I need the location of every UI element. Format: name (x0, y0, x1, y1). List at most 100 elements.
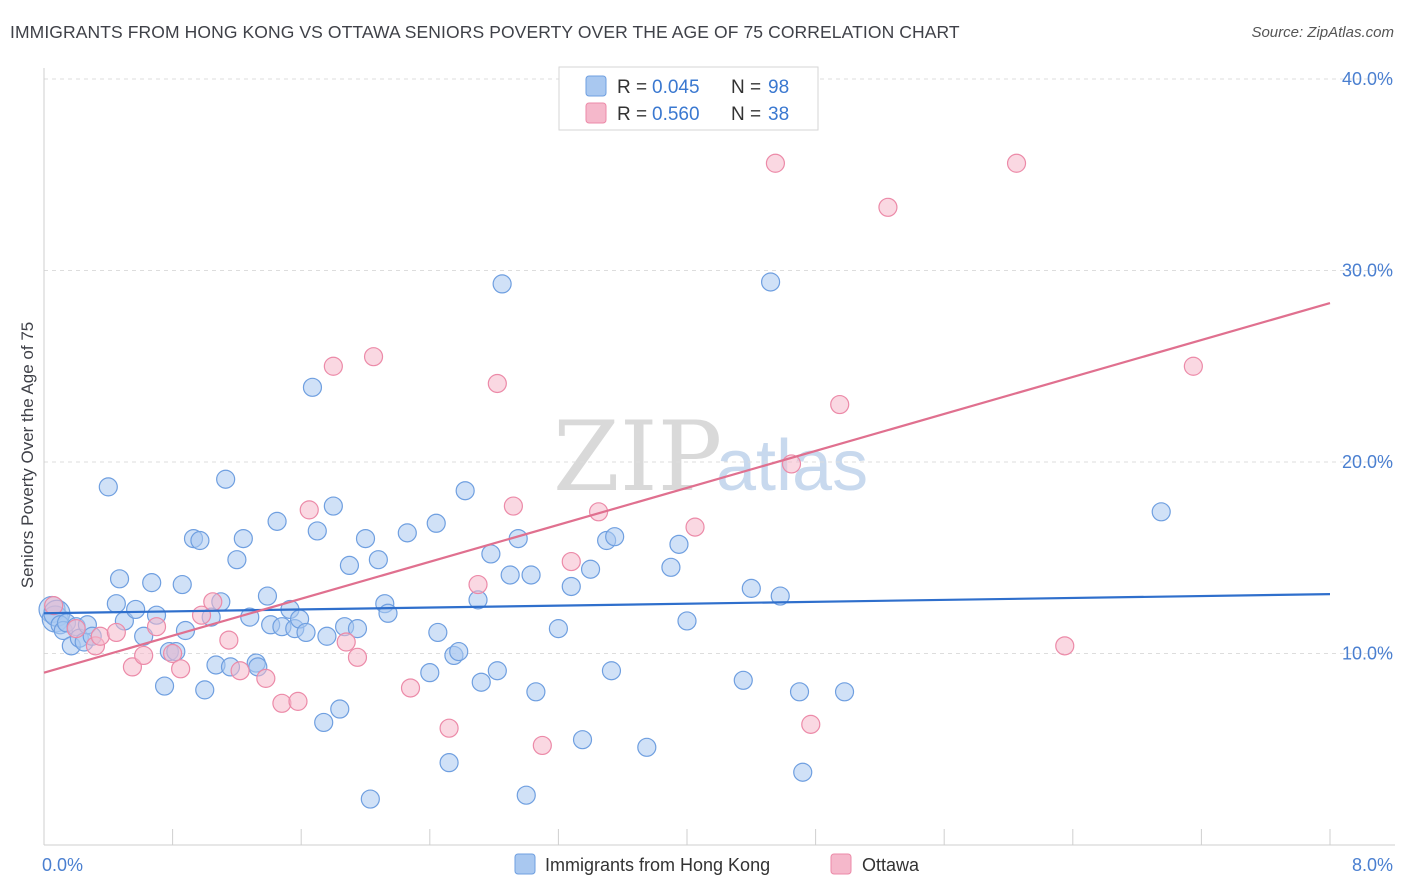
y-tick-label: 20.0% (1342, 452, 1393, 472)
trend-lines (43, 301, 1331, 674)
data-point-ottawa (685, 517, 705, 537)
legend-r-value: 0.045 (652, 77, 700, 98)
data-point-hong-kong (420, 663, 440, 683)
data-point-hong-kong (227, 550, 247, 570)
data-point-hong-kong (267, 511, 287, 531)
y-tick-label: 30.0% (1342, 261, 1393, 281)
y-tick-label: 40.0% (1342, 69, 1393, 89)
data-point-hong-kong (834, 682, 855, 702)
data-point-ottawa (203, 592, 223, 612)
data-point-hong-kong (190, 530, 210, 551)
data-point-hong-kong (500, 565, 520, 585)
data-point-hong-kong (669, 534, 689, 554)
data-point-hong-kong (98, 477, 118, 497)
data-points (38, 153, 1203, 809)
data-point-hong-kong (426, 513, 446, 533)
legend-r-label: R = (617, 104, 647, 125)
data-point-hong-kong (347, 619, 368, 639)
data-point-hong-kong (1151, 502, 1171, 522)
data-point-hong-kong (521, 565, 541, 585)
data-point-hong-kong (154, 676, 175, 696)
data-point-ottawa (272, 693, 292, 713)
data-point-ottawa (146, 617, 167, 637)
y-tick-label: 10.0% (1342, 644, 1393, 664)
data-point-ottawa (347, 647, 368, 667)
data-point-hong-kong (637, 737, 657, 757)
legend-entry-ottawa: R = 0.560 N = 38 (585, 102, 789, 125)
data-point-hong-kong (397, 523, 417, 543)
data-point-ottawa (363, 347, 384, 367)
x-tick-label: 0.0% (42, 855, 83, 875)
data-point-hong-kong (355, 528, 376, 549)
legend-entry-hong-kong: R = 0.045 N = 98 (585, 75, 789, 98)
bottom-legend-label-ottawa: Ottawa (862, 855, 920, 875)
data-point-hong-kong (216, 469, 236, 489)
data-point-hong-kong (471, 672, 491, 692)
data-point-ottawa (106, 622, 126, 643)
data-point-ottawa (468, 574, 488, 595)
data-point-ottawa (44, 596, 64, 616)
data-point-hong-kong (487, 661, 507, 681)
data-point-hong-kong (323, 496, 343, 516)
data-point-hong-kong (368, 550, 388, 570)
data-point-ottawa (256, 668, 276, 688)
chart-source: Source: ZipAtlas.com (1251, 24, 1394, 41)
data-point-hong-kong (195, 680, 215, 700)
data-point-hong-kong (492, 274, 512, 294)
bottom-legend-swatch-hong-kong (514, 853, 536, 875)
data-point-hong-kong (516, 785, 536, 805)
legend-n-value: 98 (768, 77, 789, 98)
data-point-ottawa (439, 718, 459, 738)
data-point-hong-kong (317, 626, 337, 646)
x-tick-label: 8.0% (1352, 855, 1393, 875)
data-point-ottawa (134, 645, 154, 666)
data-point-ottawa (830, 394, 850, 415)
legend-r-label: R = (617, 77, 647, 98)
data-point-hong-kong (330, 699, 350, 719)
data-point-hong-kong (561, 576, 581, 597)
data-point-hong-kong (601, 661, 622, 681)
data-point-ottawa (122, 657, 143, 677)
data-point-hong-kong (233, 528, 253, 549)
data-point-hong-kong (296, 622, 316, 643)
data-point-hong-kong (580, 559, 601, 579)
axes (43, 68, 1395, 846)
bottom-legend-swatch-ottawa (830, 853, 852, 875)
data-point-ottawa (1006, 153, 1027, 173)
data-point-ottawa (561, 551, 581, 572)
data-point-hong-kong (307, 521, 327, 541)
data-point-hong-kong (439, 753, 459, 773)
data-point-hong-kong (526, 682, 546, 702)
data-point-ottawa (66, 619, 86, 639)
trend-line-ottawa (43, 301, 1331, 674)
data-point-ottawa (171, 659, 191, 679)
data-point-hong-kong (172, 574, 192, 595)
data-point-ottawa (503, 496, 523, 516)
y-axis-label: Seniors Poverty Over the Age of 75 (18, 322, 37, 588)
data-point-ottawa (230, 661, 250, 681)
data-point-ottawa (487, 373, 507, 394)
data-point-hong-kong (134, 626, 154, 646)
data-point-hong-kong (106, 594, 126, 614)
data-point-hong-kong (339, 555, 360, 576)
data-point-ottawa (878, 197, 898, 217)
data-point-ottawa (163, 643, 183, 664)
data-point-hong-kong (741, 578, 761, 598)
x-tick-labels: 0.0% 8.0% (42, 829, 1393, 875)
data-point-hong-kong (428, 622, 448, 643)
watermark-zip: ZIP (553, 401, 722, 513)
data-point-hong-kong (449, 641, 469, 662)
legend: R = 0.045 N = 98 R = 0.560 N = 38 (558, 66, 819, 131)
bottom-legend: Immigrants from Hong Kong Ottawa (514, 853, 920, 875)
data-point-hong-kong (257, 586, 278, 606)
data-point-hong-kong (302, 377, 323, 397)
data-point-ottawa (1055, 636, 1075, 656)
data-point-hong-kong (661, 557, 681, 577)
data-point-hong-kong (548, 619, 569, 639)
data-point-hong-kong (733, 670, 753, 690)
data-point-ottawa (801, 714, 821, 734)
y-tick-labels: 10.0% 20.0% 30.0% 40.0% (1342, 69, 1393, 664)
watermark: ZIP atlas (553, 401, 868, 513)
data-point-hong-kong (360, 789, 380, 809)
data-point-hong-kong (770, 586, 790, 606)
